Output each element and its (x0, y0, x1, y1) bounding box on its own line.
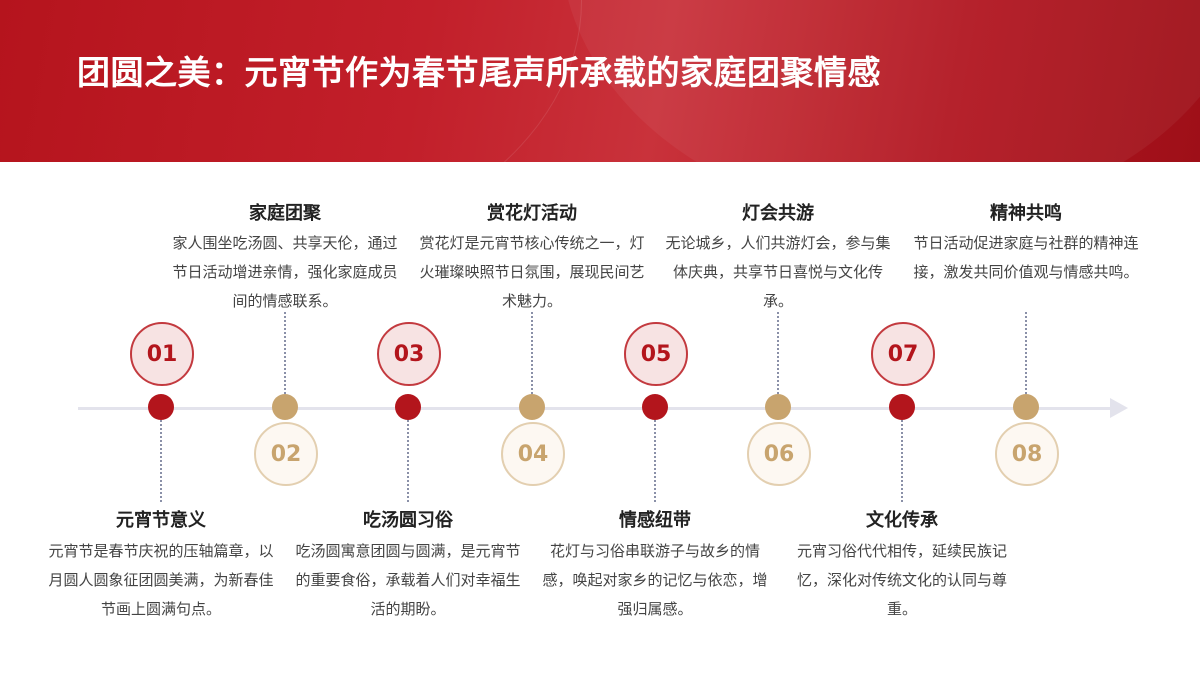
step-number-badge: 01 (130, 322, 194, 386)
item-heading: 吃汤圆习俗 (363, 510, 453, 531)
step-number-badge: 06 (747, 422, 811, 486)
item-description: 花灯与习俗串联游子与故乡的情感，唤起对家乡的记忆与依恋，增强归属感。 (542, 542, 768, 618)
connector-line (901, 420, 903, 502)
timeline-dot (148, 394, 174, 420)
timeline-dot (642, 394, 668, 420)
timeline-dot (272, 394, 298, 420)
item-description: 节日活动促进家庭与社群的精神连接，激发共同价值观与情感共鸣。 (913, 234, 1139, 281)
item-description: 元宵习俗代代相传，延续民族记忆，深化对传统文化的认同与尊重。 (796, 542, 1007, 618)
item-heading: 元宵节意义 (116, 510, 206, 531)
connector-line (407, 420, 409, 502)
timeline-dot (889, 394, 915, 420)
timeline-axis (78, 407, 1118, 410)
item-heading: 情感纽带 (619, 510, 691, 531)
page-title: 团圆之美：元宵节作为春节尾声所承载的家庭团聚情感 (77, 53, 881, 92)
timeline-dot (395, 394, 421, 420)
timeline-dot (519, 394, 545, 420)
timeline-dot (765, 394, 791, 420)
item-heading: 灯会共游 (742, 203, 814, 224)
step-number-badge: 05 (624, 322, 688, 386)
step-number-badge: 02 (254, 422, 318, 486)
step-number-badge: 04 (501, 422, 565, 486)
item-description: 元宵节是春节庆祝的压轴篇章，以月圆人圆象征团圆美满，为新春佳节画上圆满句点。 (48, 542, 274, 618)
item-heading: 家庭团聚 (249, 203, 321, 224)
connector-line (1025, 312, 1027, 394)
item-description: 吃汤圆寓意团圆与圆满，是元宵节的重要食俗，承载着人们对幸福生活的期盼。 (295, 542, 521, 618)
timeline-dot (1013, 394, 1039, 420)
timeline-arrow-icon (1110, 398, 1128, 418)
connector-line (284, 312, 286, 394)
connector-line (531, 312, 533, 394)
item-description: 赏花灯是元宵节核心传统之一，灯火璀璨映照节日氛围，展现民间艺术魅力。 (419, 234, 645, 310)
step-number-badge: 07 (871, 322, 935, 386)
connector-line (160, 420, 162, 502)
step-number-badge: 03 (377, 322, 441, 386)
item-heading: 赏花灯活动 (487, 203, 577, 224)
item-heading: 文化传承 (866, 510, 938, 531)
item-heading: 精神共鸣 (990, 203, 1062, 224)
item-description: 无论城乡，人们共游灯会，参与集体庆典，共享节日喜悦与文化传承。 (665, 234, 891, 310)
connector-line (777, 312, 779, 394)
connector-line (654, 420, 656, 502)
header-decoration (560, 0, 1200, 162)
header-banner: 团圆之美：元宵节作为春节尾声所承载的家庭团聚情感 (0, 0, 1200, 162)
step-number-badge: 08 (995, 422, 1059, 486)
item-description: 家人围坐吃汤圆、共享天伦，通过节日活动增进亲情，强化家庭成员间的情感联系。 (172, 234, 398, 310)
